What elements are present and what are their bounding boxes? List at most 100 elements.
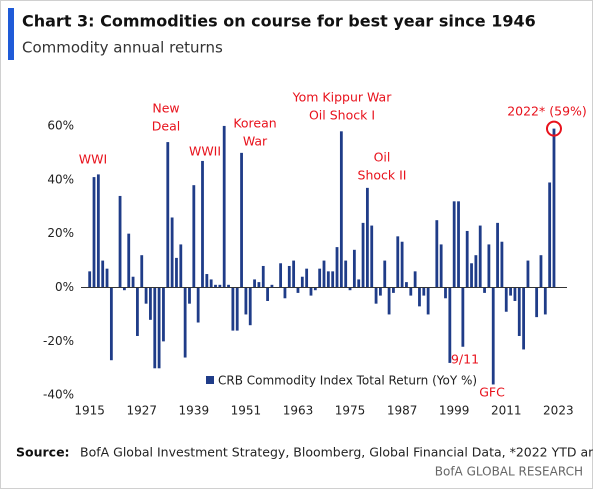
x-tick-label: 1939 [179, 404, 210, 418]
x-tick-label: 1963 [283, 404, 314, 418]
bar [131, 276, 135, 288]
bar [235, 287, 239, 331]
bar [478, 225, 482, 288]
y-tick-label: 40% [47, 172, 74, 186]
bar [331, 271, 335, 288]
source: BofA Global Investment Strategy, Bloombe… [80, 445, 593, 460]
bar [157, 287, 161, 369]
bar [105, 268, 109, 288]
bar [548, 182, 552, 288]
bar [144, 287, 148, 304]
bar [296, 287, 300, 293]
bar [101, 260, 105, 288]
annotation: Yom Kippur War [292, 90, 393, 105]
bar [118, 195, 122, 288]
bar [383, 260, 387, 288]
bar [305, 268, 309, 288]
x-tick-label: 2023 [543, 404, 574, 418]
annotation: Oil [374, 150, 391, 165]
bar [339, 131, 343, 288]
annotation: Korean [233, 116, 276, 131]
bar [218, 284, 222, 288]
bar [392, 287, 395, 293]
bar [283, 287, 287, 299]
bar [379, 287, 382, 296]
bar [352, 249, 356, 288]
bar [396, 236, 400, 288]
bar [231, 287, 235, 331]
bar [374, 287, 378, 304]
chart-title: Chart 3: Commodities on course for best … [22, 12, 536, 31]
bar [96, 174, 100, 288]
bar [409, 287, 413, 296]
bar [179, 244, 183, 288]
bar [522, 287, 526, 350]
y-tick-label: 20% [47, 226, 74, 240]
bar [261, 265, 265, 288]
bar [487, 244, 491, 288]
bar [175, 257, 178, 288]
bar [526, 260, 530, 288]
bar [500, 241, 504, 288]
bar [335, 247, 339, 288]
bar [309, 287, 313, 296]
bar [405, 282, 408, 288]
bar [326, 271, 330, 288]
bar [448, 287, 452, 363]
legend-swatch [206, 376, 214, 384]
bar [435, 220, 439, 288]
bar [539, 255, 543, 288]
bar [439, 244, 443, 288]
annotation: Shock II [358, 168, 407, 183]
bar [214, 284, 217, 288]
legend-label: CRB Commodity Index Total Return (YoY %) [218, 374, 477, 388]
bar [483, 287, 486, 293]
bar [153, 287, 157, 369]
bar [209, 279, 213, 288]
bar [170, 217, 174, 288]
bar [452, 201, 456, 288]
bar [457, 201, 460, 288]
bar [413, 271, 417, 288]
chart-subtitle: Commodity annual returns [22, 39, 223, 57]
bar [287, 265, 291, 288]
x-tick-label: 1975 [335, 404, 366, 418]
bar [344, 260, 348, 288]
bar [162, 287, 165, 342]
bar [227, 284, 230, 288]
x-tick-label: 1999 [439, 404, 470, 418]
x-tick-label: 2011 [491, 404, 522, 418]
bar [474, 255, 478, 288]
title-accent [8, 8, 14, 60]
bar [422, 287, 426, 296]
annotation: Oil Shock I [309, 108, 375, 123]
footer: BofA GLOBAL RESEARCH [435, 465, 583, 479]
bar [196, 287, 200, 323]
bar [535, 287, 539, 318]
bar [517, 287, 521, 336]
x-tick-label: 1915 [74, 404, 105, 418]
bar [444, 287, 447, 299]
bar [470, 263, 473, 288]
bar [318, 268, 322, 288]
bar [313, 287, 317, 291]
bar [201, 160, 204, 288]
annotation: 9/11 [451, 352, 479, 367]
bar [136, 287, 139, 336]
bar [127, 233, 131, 288]
annotation: War [243, 134, 268, 149]
bar [257, 282, 261, 288]
highlight-circle [545, 120, 562, 137]
bar [166, 142, 170, 288]
bar [192, 185, 196, 288]
y-tick-label: 0% [55, 280, 74, 294]
annotation: WWI [79, 152, 107, 167]
bar [543, 287, 547, 315]
bar [266, 287, 269, 301]
bar [387, 287, 391, 315]
bar [370, 225, 374, 288]
bar [418, 287, 421, 307]
bar [400, 241, 404, 288]
bar [465, 230, 469, 288]
